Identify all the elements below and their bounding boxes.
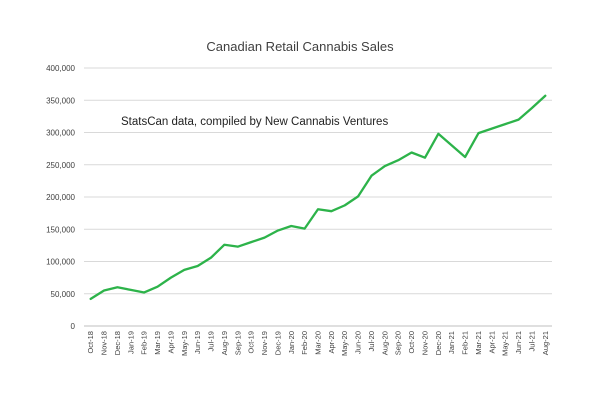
chart-annotation: StatsCan data, compiled by New Cannabis … [121,116,388,128]
x-tick-label: Jul-19 [207,331,216,351]
x-tick-label: May-21 [501,331,510,356]
x-tick-label: Mar-20 [314,331,323,355]
x-axis: Oct-18 Nov-18 Dec-18 Jan-19 Feb-19 Mar-19 Apr-… [86,331,550,356]
x-tick-label: Feb-20 [300,331,309,355]
x-tick-label: Aug-21 [541,331,550,355]
x-tick-label: Nov-19 [260,331,269,355]
y-tick-label: 300,000 [46,129,75,138]
x-tick-label: Dec-20 [434,331,443,355]
y-axis: 0 50,000 100,000 150,000 200,000 250,000 300,0… [46,64,75,331]
x-tick-label: Oct-20 [407,331,416,354]
x-tick-label: Nov-20 [420,331,429,355]
x-tick-label: Jun-21 [514,331,523,354]
x-tick-label: Feb-19 [140,331,149,355]
y-tick-label: 50,000 [51,290,76,299]
x-tick-label: May-19 [180,331,189,356]
x-tick-label: Nov-18 [100,331,109,355]
x-tick-label: Sep-19 [233,331,242,355]
x-tick-label: Feb-21 [461,331,470,355]
y-tick-label: 350,000 [46,96,75,105]
x-tick-label: Mar-19 [153,331,162,355]
x-tick-label: Apr-19 [166,331,175,354]
x-tick-label: Jun-19 [193,331,202,354]
gridlines [84,67,552,327]
x-tick-label: Aug-20 [380,331,389,355]
x-tick-label: Apr-20 [327,331,336,354]
x-tick-label: Dec-19 [273,331,282,355]
x-tick-label: Jul-21 [527,331,536,351]
x-tick-label: Jul-20 [367,331,376,351]
x-tick-label: Oct-19 [247,331,256,354]
x-tick-label: Oct-18 [86,331,95,354]
x-tick-label: Apr-21 [487,331,496,354]
series-line [89,94,547,301]
x-tick-label: Jan-21 [447,331,456,354]
x-tick-label: Jun-20 [354,331,363,354]
y-tick-label: 200,000 [46,193,75,202]
y-tick-label: 400,000 [46,64,75,73]
chart-title: Canadian Retail Cannabis Sales [206,39,394,54]
x-tick-label: Aug-19 [220,331,229,355]
x-tick-label: May-20 [340,331,349,356]
y-tick-label: 150,000 [46,225,75,234]
x-tick-label: Dec-18 [113,331,122,355]
y-tick-label: 100,000 [46,258,75,267]
y-tick-label: 0 [71,322,76,331]
x-tick-label: Mar-21 [474,331,483,355]
x-tick-label: Jan-19 [126,331,135,354]
x-tick-label: Sep-20 [394,331,403,355]
x-tick-label: Jan-20 [287,331,296,354]
y-tick-label: 250,000 [46,161,75,170]
